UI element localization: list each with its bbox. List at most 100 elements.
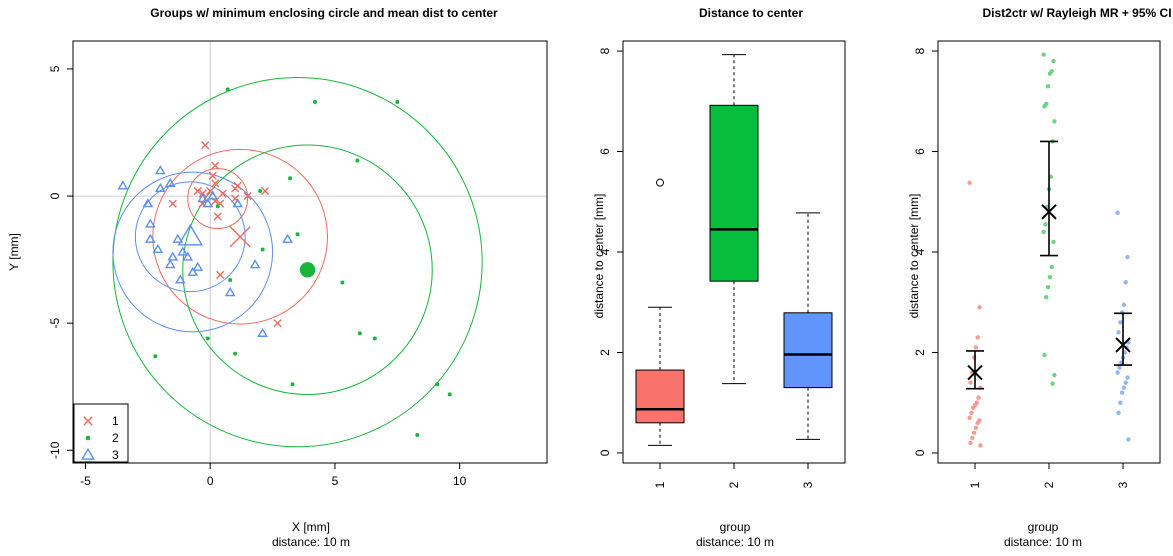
strip-point-group-1 (968, 380, 973, 385)
boxplot-subtitle: distance: 10 m (696, 535, 774, 549)
point-group-1 (208, 171, 217, 180)
scatter-y-axis: -10 -5 0 5 (48, 65, 74, 459)
boxplot-y-axis: 0 2 4 6 8 (598, 47, 624, 456)
scatter-legend: 1 2 3 (73, 403, 129, 463)
center-group-2 (299, 262, 316, 278)
strip-point-group-2 (1047, 71, 1053, 76)
boxes (635, 54, 833, 446)
strip-y-label: distance to center [mm] (907, 194, 921, 319)
point-group-2 (260, 247, 265, 252)
point-group-1 (201, 141, 210, 150)
strip-point-group-3 (1115, 210, 1120, 216)
boxplot-x-axis: 1 2 3 (653, 462, 815, 488)
y-tick-label: 0 (913, 449, 927, 456)
point-group-3 (197, 193, 209, 203)
strip-point-group-2 (1047, 274, 1053, 280)
point-group-3 (232, 198, 244, 208)
strip-point-group-3 (1126, 437, 1131, 442)
point-group-1 (218, 189, 227, 198)
point-group-3 (257, 327, 268, 337)
box-outlier (656, 178, 664, 187)
point-group-1 (168, 199, 177, 208)
scatter-x-label: X [mm] (292, 520, 330, 534)
scatter-y-label: Y [mm] (7, 233, 21, 271)
point-group-3 (174, 274, 186, 284)
legend-label-1: 1 (112, 414, 119, 428)
y-tick-label: 2 (598, 349, 612, 356)
point-group-3 (144, 233, 156, 243)
point-group-2 (415, 433, 420, 438)
point-group-2 (395, 100, 400, 104)
y-tick-label: 0 (598, 449, 612, 456)
scatter-subtitle: distance: 10 m (272, 535, 350, 549)
point-group-2 (372, 336, 377, 341)
strip-point-group-3 (1118, 400, 1123, 405)
point-group-3 (202, 198, 214, 208)
box-iqr (709, 104, 759, 282)
strip-point-group-2 (1041, 229, 1046, 235)
y-tick-label: 8 (913, 47, 927, 54)
strip-point-group-3 (1121, 302, 1127, 307)
x-tick-label: -5 (80, 474, 91, 488)
point-group-2 (205, 336, 210, 341)
strip-points (967, 52, 1131, 448)
x-tick-label: 10 (453, 474, 467, 488)
ci-group-3 (1114, 312, 1132, 366)
strip-point-group-2 (1052, 119, 1057, 124)
strip-point-group-1 (967, 180, 972, 185)
ci-markers (966, 140, 1132, 390)
min-enclosing-circle-group-2 (112, 77, 483, 448)
strip-point-group-1 (970, 435, 975, 441)
point-group-2 (288, 176, 293, 181)
group-circles (112, 77, 483, 448)
point-group-1 (243, 191, 252, 201)
point-group-3 (282, 233, 293, 243)
point-group-3 (207, 190, 219, 200)
strip-subtitle: distance: 10 m (1004, 535, 1082, 549)
point-group-3 (249, 259, 261, 269)
x-tick-label: 0 (207, 474, 214, 488)
point-group-3 (224, 287, 236, 297)
legend-box (73, 403, 129, 463)
point-group-2 (153, 354, 158, 359)
strip-point-group-3 (1117, 365, 1122, 370)
strip-point-group-1 (969, 410, 974, 415)
point-group-2 (215, 204, 220, 209)
boxplot-panel: Distance to center 1 2 3 0 2 4 6 8 group dista… (592, 6, 846, 549)
strip-point-group-2 (1049, 264, 1054, 270)
strip-point-group-2 (1050, 381, 1055, 386)
estimate-marker (1041, 204, 1057, 220)
point-group-2 (290, 382, 295, 387)
strip-point-group-1 (971, 405, 976, 410)
point-group-1 (216, 270, 225, 279)
y-tick-label: 4 (598, 248, 612, 255)
box-iqr (635, 369, 685, 424)
point-group-3 (177, 246, 189, 256)
boxplot-x-label: group (720, 520, 751, 534)
point-group-1 (273, 319, 282, 328)
point-group-2 (225, 87, 230, 92)
mean-dist-circle-group-3 (134, 181, 246, 293)
point-group-1 (231, 184, 240, 193)
point-group-3 (154, 182, 166, 193)
scatter-x-axis: -5 0 5 10 (80, 462, 467, 488)
strip-point-group-3 (1121, 385, 1127, 390)
strip-point-group-3 (1116, 410, 1121, 415)
strip-y-axis: 0 2 4 6 8 (913, 47, 939, 456)
point-group-2 (447, 392, 452, 397)
strip-point-group-2 (1051, 58, 1056, 64)
scatter-points (117, 87, 452, 438)
strip-title: Dist2ctr w/ Rayleigh MR + 95% CI (982, 6, 1171, 20)
boxplot-y-label: distance to center [mm] (592, 194, 606, 319)
strip-point-group-1 (975, 420, 980, 426)
x-tick-label: 5 (332, 474, 339, 488)
point-group-3 (187, 266, 199, 276)
strip-point-group-2 (1042, 352, 1047, 358)
strip-point-group-1 (976, 395, 981, 400)
point-group-2 (340, 280, 345, 285)
y-tick-label: 6 (598, 148, 612, 155)
y-tick-label: 6 (913, 148, 927, 155)
strip-point-group-1 (967, 415, 972, 420)
x-tick-label: 1 (653, 481, 667, 488)
